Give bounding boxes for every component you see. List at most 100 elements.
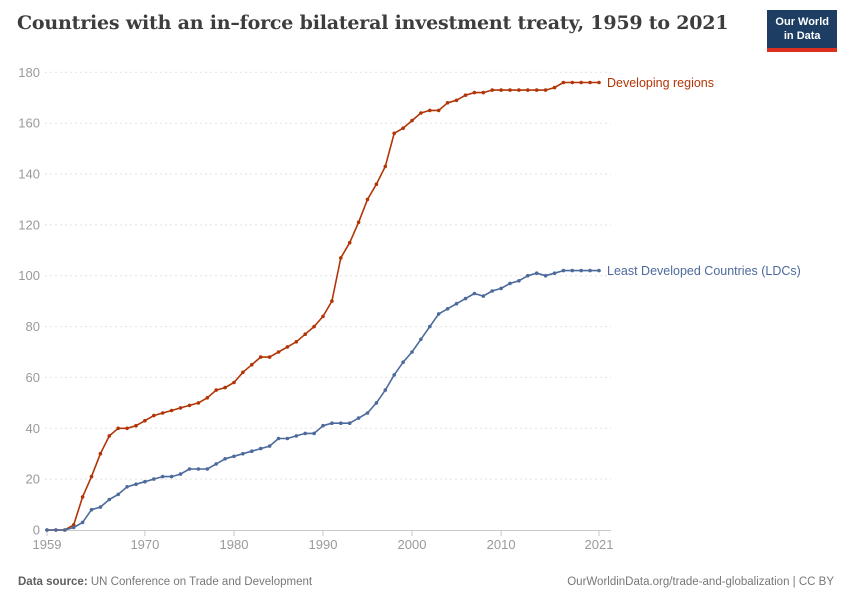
data-point — [214, 462, 218, 466]
data-point — [463, 296, 468, 301]
data-point — [267, 355, 272, 359]
data-point — [294, 340, 299, 344]
data-point — [107, 497, 112, 502]
data-source-label: Data source: — [18, 576, 88, 588]
y-tick-label: 120 — [18, 217, 40, 232]
data-point — [365, 411, 370, 415]
data-point — [347, 240, 352, 245]
data-point — [472, 291, 477, 296]
data-point — [543, 273, 548, 278]
data-point — [392, 131, 397, 136]
data-point — [71, 523, 76, 527]
data-point — [196, 467, 201, 471]
series-developing-regions: Developing regions — [45, 76, 714, 532]
data-point — [374, 401, 379, 405]
data-point — [445, 101, 450, 105]
data-source-value: UN Conference on Trade and Development — [90, 576, 313, 588]
data-point — [552, 85, 557, 90]
data-point — [232, 380, 236, 385]
data-point — [125, 426, 129, 431]
footer: Data source: UN Conference on Trade and … — [18, 576, 834, 588]
data-point — [445, 307, 450, 311]
data-point — [285, 436, 290, 441]
data-point — [54, 528, 58, 532]
data-point — [561, 80, 566, 85]
data-point — [89, 474, 94, 479]
data-point — [250, 362, 254, 367]
data-point — [428, 108, 432, 113]
data-point — [517, 279, 521, 283]
data-point — [579, 268, 583, 273]
data-point — [321, 423, 325, 428]
y-tick-label: 20 — [26, 472, 40, 487]
x-tick-label: 2021 — [585, 537, 614, 552]
data-point — [499, 286, 503, 291]
data-point — [597, 268, 601, 273]
data-point — [517, 88, 521, 92]
data-point — [428, 324, 432, 329]
data-point — [169, 408, 174, 413]
data-point — [258, 355, 263, 359]
data-point — [490, 289, 495, 293]
data-point — [330, 421, 334, 426]
data-point — [401, 360, 405, 365]
data-point — [552, 271, 557, 276]
data-point — [276, 350, 281, 354]
data-point — [143, 418, 147, 423]
series-label-least-developed-countries-ldcs: Least Developed Countries (LDCs) — [607, 264, 801, 278]
data-point — [339, 421, 343, 426]
y-tick-label: 40 — [26, 421, 40, 436]
series-line-least-developed-countries-ldcs — [46, 269, 600, 531]
data-point — [205, 396, 210, 400]
data-point — [463, 93, 468, 97]
data-point — [160, 474, 165, 479]
x-tick-label: 2010 — [487, 537, 516, 552]
data-point — [223, 385, 227, 390]
data-point — [383, 388, 388, 392]
owid-logo: Our World in Data — [767, 10, 837, 52]
data-point — [160, 411, 165, 415]
data-point — [241, 451, 245, 456]
data-point — [107, 434, 112, 438]
data-point — [134, 482, 138, 487]
data-point — [187, 467, 192, 471]
data-point — [152, 477, 156, 481]
data-point — [570, 80, 575, 85]
data-point — [383, 164, 388, 169]
y-tick-label: 100 — [18, 268, 40, 283]
data-point — [205, 467, 210, 471]
x-tick-label: 1970 — [130, 537, 159, 552]
data-point — [178, 406, 183, 410]
data-point — [125, 485, 129, 489]
data-point — [419, 111, 423, 115]
data-point — [223, 457, 227, 461]
series-line-developing-regions — [46, 81, 600, 531]
data-point — [597, 80, 601, 85]
data-point — [588, 80, 592, 85]
data-point — [116, 426, 120, 431]
data-point — [454, 301, 459, 306]
x-tick-label: 1990 — [309, 537, 338, 552]
owid-logo-line2: in Data — [783, 30, 821, 43]
data-point — [134, 423, 138, 428]
data-point — [196, 401, 201, 405]
data-point — [250, 449, 254, 454]
data-point — [356, 416, 361, 420]
y-tick-label: 60 — [26, 370, 40, 385]
data-point — [45, 528, 49, 532]
credit-link[interactable]: OurWorldinData.org/trade-and-globalizati… — [567, 576, 834, 588]
y-tick-label: 180 — [18, 65, 40, 80]
data-point — [508, 88, 512, 92]
data-point — [80, 520, 85, 525]
data-point — [214, 388, 218, 392]
data-point — [543, 88, 548, 92]
data-point — [526, 88, 530, 92]
data-point — [490, 88, 495, 92]
y-tick-label: 80 — [26, 319, 40, 334]
data-point — [570, 268, 575, 273]
data-point — [365, 197, 370, 202]
data-point — [534, 88, 539, 92]
data-point — [143, 479, 147, 484]
data-point — [303, 431, 308, 436]
